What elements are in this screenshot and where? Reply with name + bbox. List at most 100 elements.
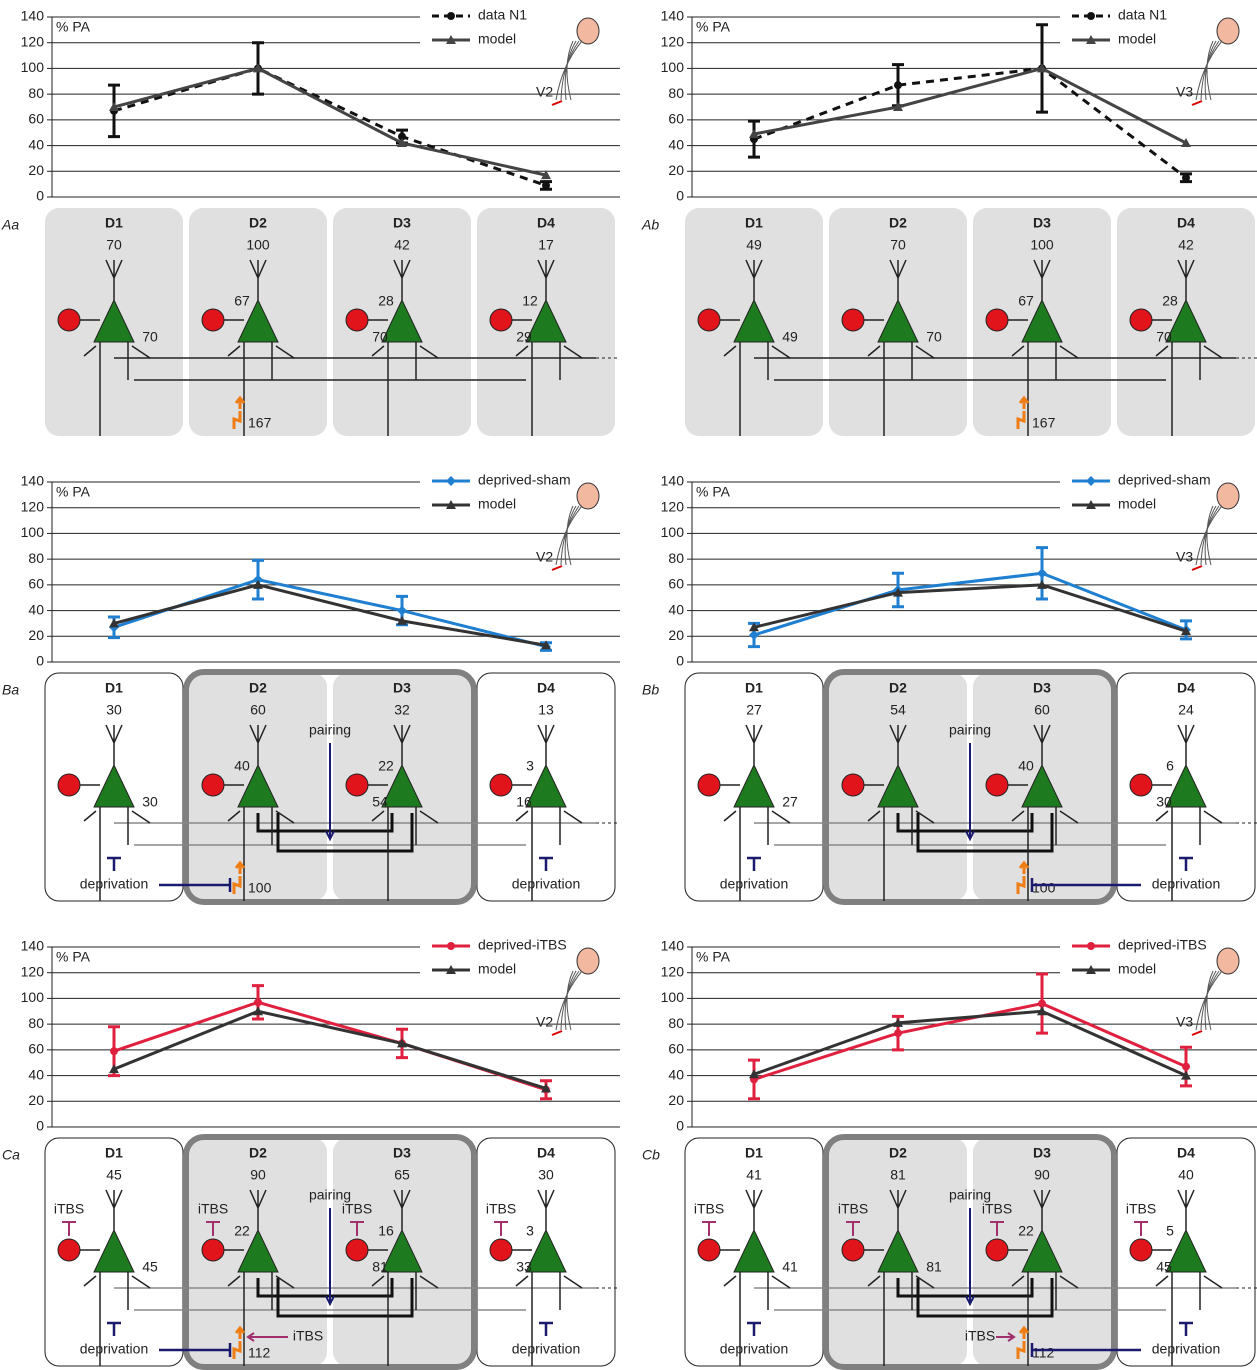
stimulus-value: 112 [1032,1345,1055,1361]
inhibitory-neuron [986,774,1008,796]
column-name: D1 [105,215,123,231]
inhibitory-neuron [346,774,368,796]
column-name: D3 [1033,680,1051,696]
column-name: D2 [889,680,907,696]
itbs-label: iTBS [198,1201,228,1217]
response-value: 17 [538,237,554,253]
column-name: D2 [889,1145,907,1161]
whisker-pad [1217,948,1239,974]
response-value: 70 [106,237,122,253]
response-value: 32 [394,702,410,718]
deprivation-label: deprivation [1152,876,1221,892]
legend-label: data N1 [1118,7,1167,23]
legend-label: model [478,31,516,47]
inhibition-value: 28 [1162,293,1178,309]
column-name: D4 [537,1145,555,1161]
y-tick-label: 20 [28,1092,44,1108]
inhibitory-neuron [346,1239,368,1261]
series-line [754,1011,1186,1075]
response-value: 30 [538,1167,554,1183]
y-tick-label: 100 [21,59,45,75]
y-tick-label: 120 [661,498,685,514]
y-tick-label: 40 [28,136,44,152]
panel-label: Aa [1,217,19,233]
excitation-value: 45 [1156,1259,1172,1275]
inhibition-value: 3 [526,1223,534,1239]
column-name: D3 [393,680,411,696]
marker [110,1047,118,1055]
y-axis-label: % PA [696,484,731,500]
y-tick-label: 40 [668,601,684,617]
response-value: 40 [1178,1167,1194,1183]
stimulus-value: 167 [1032,415,1056,431]
response-value: 24 [1178,702,1194,718]
series-line [754,1004,1186,1080]
y-tick-label: 140 [661,938,685,954]
response-value: 90 [250,1167,266,1183]
response-value: 42 [394,237,410,253]
series-line [114,68,546,185]
excitation-value: 81 [926,1259,942,1275]
y-tick-label: 140 [661,8,685,24]
y-tick-label: 140 [21,8,45,24]
response-value: 49 [746,237,762,253]
y-tick-label: 40 [668,136,684,152]
inhibitory-neuron [202,309,224,331]
stim-arrow [1192,1031,1202,1035]
column-name: D4 [537,215,555,231]
y-tick-label: 80 [668,1015,684,1031]
response-value: 54 [890,702,906,718]
deprivation-label: deprivation [720,1341,789,1357]
excitation-value: 70 [142,329,158,345]
y-tick-label: 80 [28,1015,44,1031]
inhibitory-neuron [1130,309,1152,331]
series-line [754,573,1186,635]
column-name: D4 [1177,215,1195,231]
y-tick-label: 80 [668,85,684,101]
marker [894,1029,902,1037]
whisker-pad [1217,18,1239,44]
inhibitory-neuron [1130,1239,1152,1261]
response-value: 60 [250,702,266,718]
inhibitory-neuron [986,309,1008,331]
inhibitory-neuron [698,774,720,796]
legend-label: model [1118,961,1156,977]
y-tick-label: 0 [36,1118,44,1134]
marker [1087,942,1095,950]
itbs-label: iTBS [1126,1201,1156,1217]
stim-arrow [1192,566,1202,570]
y-tick-label: 80 [28,85,44,101]
series-line [754,68,1186,143]
itbs-label: iTBS [965,1328,995,1344]
inhibition-value: 22 [1018,1223,1034,1239]
stim-arrow [552,101,562,105]
response-value: 100 [1030,237,1054,253]
y-tick-label: 40 [668,1066,684,1082]
marker [254,998,262,1006]
panel-label: Ab [641,217,659,233]
y-tick-label: 140 [661,473,685,489]
marker [542,181,550,189]
response-value: 13 [538,702,554,718]
y-axis-label: % PA [696,949,731,965]
panel-label: Bb [642,682,659,698]
itbs-label: iTBS [54,1201,84,1217]
marker [447,12,455,20]
legend-label: model [478,961,516,977]
y-tick-label: 120 [21,963,45,979]
response-value: 42 [1178,237,1194,253]
y-tick-label: 0 [676,653,684,669]
y-tick-label: 140 [21,938,45,954]
y-tick-label: 20 [28,627,44,643]
itbs-label: iTBS [838,1201,868,1217]
column-name: D3 [393,215,411,231]
y-tick-label: 20 [28,162,44,178]
stimulus-value: 100 [248,880,272,896]
pairing-arrow [966,743,974,839]
excitation-value: 70 [926,329,942,345]
response-value: 27 [746,702,762,718]
column-name: D2 [249,215,267,231]
y-tick-label: 100 [21,524,45,540]
inhibitory-neuron [698,309,720,331]
whisker-pad [577,18,599,44]
